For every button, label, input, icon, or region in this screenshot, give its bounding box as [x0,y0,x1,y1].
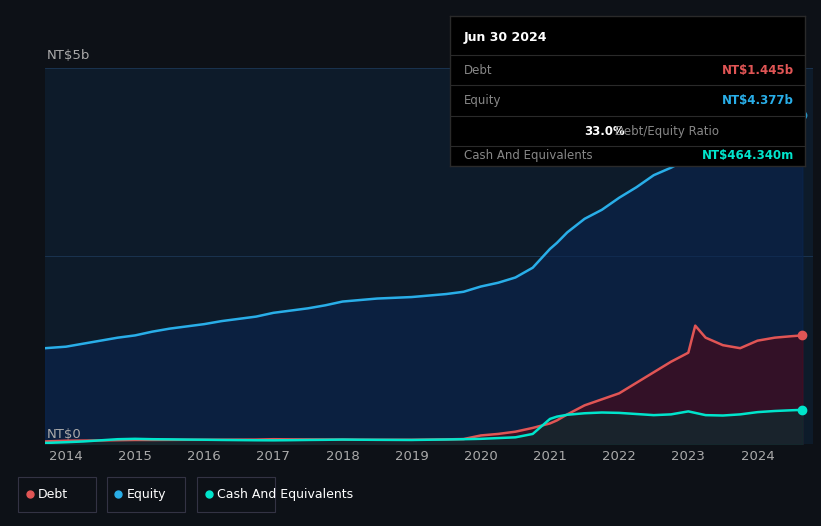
Text: Equity: Equity [464,94,502,107]
FancyBboxPatch shape [107,478,185,512]
FancyBboxPatch shape [197,478,275,512]
Text: 33.0%: 33.0% [585,125,626,138]
Text: Debt/Equity Ratio: Debt/Equity Ratio [611,125,719,138]
Text: NT$5b: NT$5b [47,49,90,63]
Text: NT$1.445b: NT$1.445b [722,64,794,77]
Text: NT$464.340m: NT$464.340m [702,149,794,161]
Text: NT$0: NT$0 [47,428,81,441]
Text: Cash And Equivalents: Cash And Equivalents [217,488,353,501]
FancyBboxPatch shape [18,478,96,512]
Text: Debt: Debt [38,488,68,501]
Text: Equity: Equity [126,488,166,501]
Text: Debt: Debt [464,64,493,77]
Text: Jun 30 2024: Jun 30 2024 [464,31,548,44]
Text: NT$4.377b: NT$4.377b [722,94,794,107]
Text: Cash And Equivalents: Cash And Equivalents [464,149,593,161]
